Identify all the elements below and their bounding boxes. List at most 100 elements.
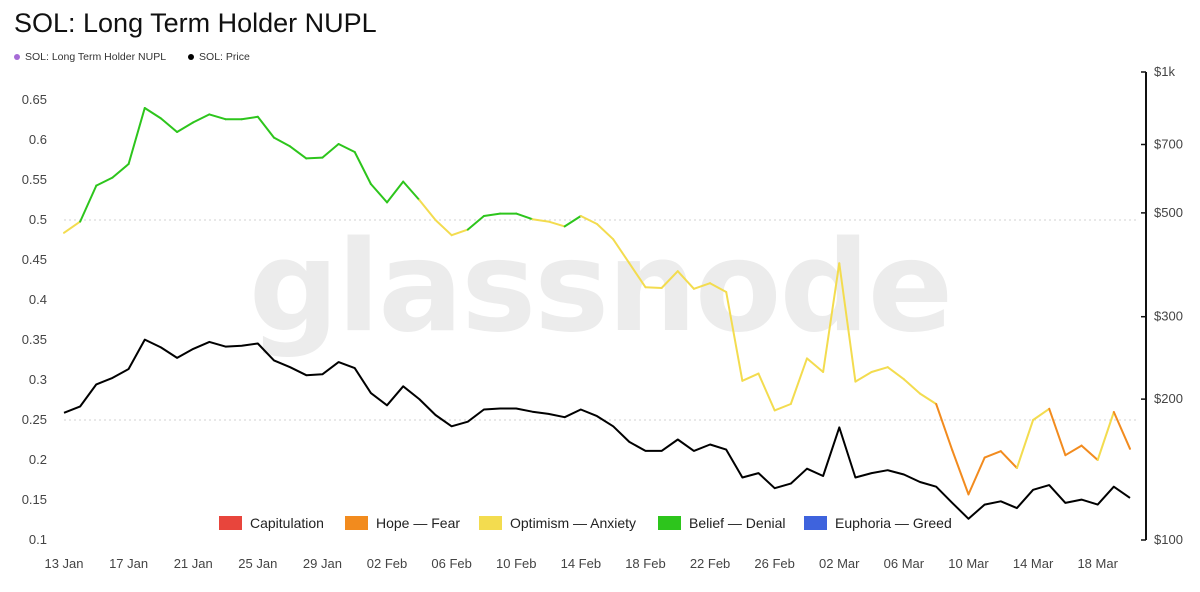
- y-axis-right: $1k $700 $500 $300 $200 $100: [1141, 64, 1183, 547]
- y-left-tick-label: 0.5: [29, 212, 47, 227]
- nupl-segment: [919, 392, 938, 405]
- nupl-segment: [256, 115, 275, 139]
- nupl-segment: [628, 262, 647, 289]
- nupl-segment: [450, 228, 469, 237]
- nupl-segment: [935, 403, 954, 452]
- nupl-segment: [838, 262, 857, 383]
- nupl-segment: [434, 219, 453, 237]
- nupl-segment: [1080, 444, 1099, 461]
- legend-label-nupl: SOL: Long Term Holder NUPL: [25, 51, 167, 63]
- x-tick-label: 10 Mar: [948, 556, 989, 571]
- legend-dot-nupl: [14, 54, 20, 60]
- nupl-segment: [482, 212, 502, 217]
- x-tick-label: 17 Jan: [109, 556, 148, 571]
- x-tick-label: 22 Feb: [690, 556, 730, 571]
- price-line: [63, 338, 1131, 520]
- nupl-segment: [870, 366, 889, 373]
- nupl-segment: [644, 286, 663, 289]
- zone-legend-item[interactable]: Optimism — Anxiety: [479, 515, 636, 531]
- nupl-segment: [951, 449, 970, 496]
- y-right-tick-label: $200: [1154, 391, 1183, 406]
- zone-legend-item[interactable]: Euphoria — Greed: [804, 515, 952, 531]
- nupl-series: [63, 107, 1131, 496]
- nupl-segment: [1032, 407, 1051, 421]
- nupl-segment: [854, 371, 873, 383]
- x-axis: 13 Jan 17 Jan 21 Jan 25 Jan 29 Jan 02 Feb 06 F…: [44, 556, 1118, 571]
- y-axis-left: 0.65 0.6 0.55 0.5 0.45 0.4 0.35 0.3 0.25 0.2 0.15 0…: [22, 92, 47, 547]
- nupl-segment: [709, 282, 728, 293]
- zone-legend-item[interactable]: Capitulation: [219, 515, 324, 531]
- zone-legend-item[interactable]: Belief — Denial: [658, 515, 786, 531]
- y-left-tick-label: 0.3: [29, 372, 47, 387]
- x-tick-label: 13 Jan: [44, 556, 83, 571]
- x-tick-label: 06 Mar: [884, 556, 925, 571]
- x-tick-label: 06 Feb: [431, 556, 471, 571]
- nupl-segment: [612, 238, 631, 265]
- y-right-tick-label: $700: [1154, 136, 1183, 151]
- y-left-tick-label: 0.45: [22, 252, 47, 267]
- nupl-segment: [563, 215, 582, 228]
- nupl-segment: [596, 223, 615, 241]
- nupl-segment: [902, 378, 922, 395]
- y-left-tick-label: 0.25: [22, 412, 47, 427]
- y-right-tick-label: $1k: [1154, 64, 1175, 79]
- y-left-tick-label: 0.6: [29, 132, 47, 147]
- nupl-segment: [240, 115, 259, 121]
- zone-legend-swatch: [479, 516, 502, 530]
- zone-legend-label: Optimism — Anxiety: [510, 515, 636, 531]
- chart-title: SOL: Long Term Holder NUPL: [14, 8, 377, 38]
- y-right-tick-label: $100: [1154, 532, 1183, 547]
- zone-legend-swatch: [658, 516, 681, 530]
- nupl-segment: [676, 270, 695, 290]
- nupl-segment: [983, 450, 1002, 459]
- nupl-segment: [789, 357, 808, 405]
- nupl-segment: [192, 113, 211, 124]
- zone-legend-swatch: [219, 516, 242, 530]
- x-tick-label: 25 Jan: [238, 556, 277, 571]
- legend-item-price[interactable]: SOL: Price: [188, 51, 250, 63]
- nupl-segment: [660, 270, 679, 289]
- nupl-segment: [402, 180, 421, 201]
- nupl-segment: [1096, 411, 1115, 461]
- nupl-segment: [886, 366, 905, 381]
- y-right-tick-label: $300: [1154, 309, 1183, 324]
- nupl-segment: [321, 143, 340, 159]
- zone-legend-label: Belief — Denial: [689, 515, 786, 531]
- price-series: [63, 338, 1131, 520]
- top-legend: SOL: Long Term Holder NUPL SOL: Price: [14, 51, 250, 63]
- zone-legend-item[interactable]: Hope — Fear: [345, 515, 460, 531]
- y-left-tick-label: 0.35: [22, 332, 47, 347]
- zone-legend-label: Capitulation: [250, 515, 324, 531]
- nupl-segment: [176, 121, 195, 133]
- y-left-tick-label: 0.65: [22, 92, 47, 107]
- nupl-segment: [127, 107, 146, 165]
- nupl-segment: [159, 117, 179, 133]
- x-tick-label: 02 Mar: [819, 556, 860, 571]
- zone-legend-label: Hope — Fear: [376, 515, 460, 531]
- nupl-segment: [531, 218, 550, 223]
- nupl-segment: [1112, 411, 1131, 450]
- nupl-segment: [369, 183, 389, 204]
- nupl-segment: [547, 220, 566, 228]
- nupl-segment: [63, 220, 82, 234]
- x-tick-label: 02 Feb: [367, 556, 407, 571]
- nupl-segment: [1064, 444, 1083, 457]
- y-left-tick-label: 0.1: [29, 532, 47, 547]
- x-tick-label: 26 Feb: [754, 556, 794, 571]
- nupl-segment: [757, 372, 776, 412]
- zone-legend: Capitulation Hope — Fear Optimism — Anxiet…: [219, 515, 952, 531]
- y-left-tick-label: 0.2: [29, 452, 47, 467]
- nupl-segment: [1015, 419, 1035, 469]
- zone-legend-swatch: [345, 516, 368, 530]
- nupl-segment: [208, 113, 227, 121]
- nupl-segment: [466, 215, 485, 231]
- x-tick-label: 14 Mar: [1013, 556, 1054, 571]
- nupl-segment: [579, 215, 598, 225]
- nupl-segment: [353, 151, 372, 185]
- y-left-tick-label: 0.15: [22, 492, 47, 507]
- nupl-segment: [272, 136, 292, 148]
- nupl-segment: [418, 199, 437, 221]
- legend-item-nupl[interactable]: SOL: Long Term Holder NUPL: [14, 51, 166, 63]
- nupl-segment: [143, 107, 162, 120]
